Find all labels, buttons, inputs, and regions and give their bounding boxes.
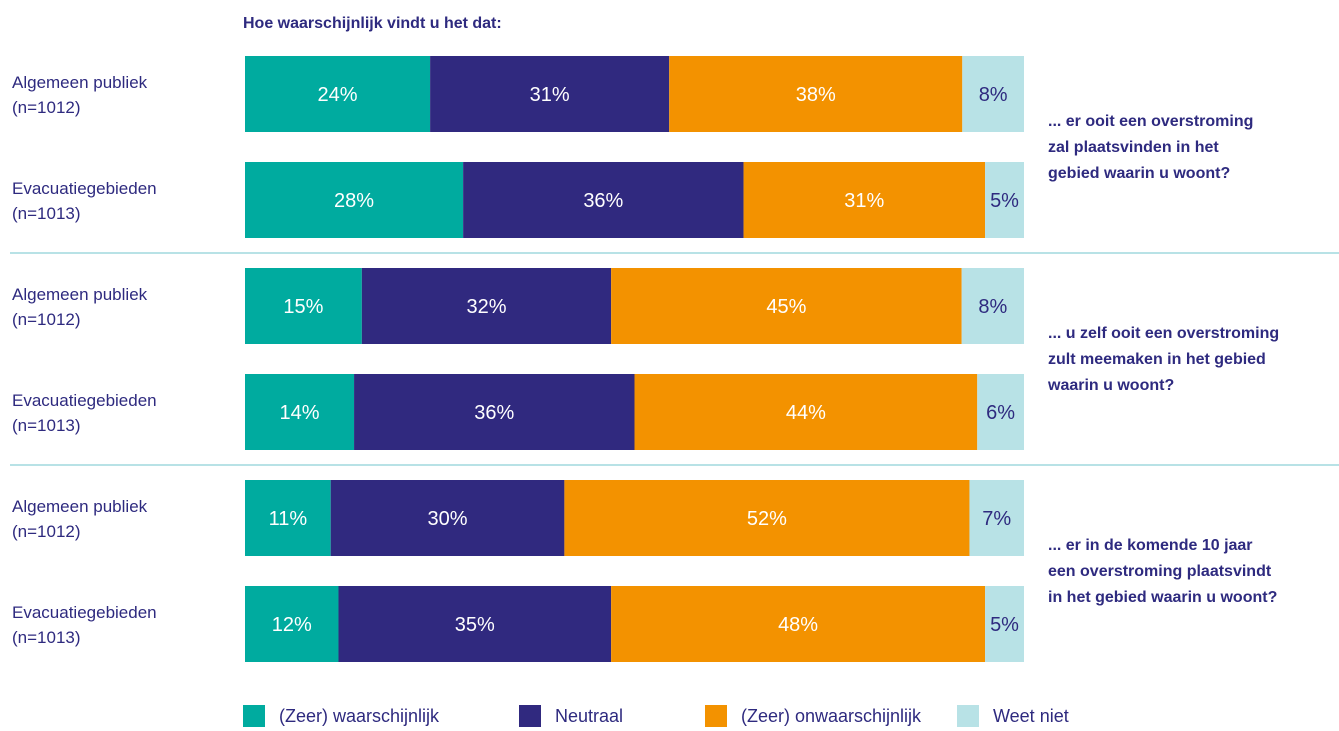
question-label-line: een overstroming plaatsvindt [1048, 563, 1272, 580]
data-label: 15% [283, 296, 323, 318]
row-label-line: Evacuatiegebieden [12, 179, 157, 198]
bar-segment [361, 268, 612, 344]
legend-item-waarschijnlijk: (Zeer) waarschijnlijk [243, 705, 439, 727]
question-label-line: ... u zelf ooit een overstroming [1048, 325, 1279, 342]
legend-label: Neutraal [555, 705, 624, 726]
bar-segment [962, 56, 1024, 132]
row-label-line: Algemeen publiek [12, 285, 148, 304]
row-label-line: (n=1013) [12, 628, 81, 647]
question-label-line: zult meemaken in het gebied [1048, 351, 1266, 368]
row-label-line: (n=1012) [12, 522, 81, 541]
question-label-line: zal plaatsvinden in het [1048, 139, 1219, 156]
bar-segment [338, 586, 612, 662]
row-label-line: Algemeen publiek [12, 497, 148, 516]
bar-segment [961, 268, 1024, 344]
legend-swatch-waarschijnlijk [243, 705, 265, 727]
question-label-line: gebied waarin u woont? [1048, 165, 1230, 182]
bar-segment [743, 162, 986, 238]
data-label: 36% [583, 190, 623, 212]
row-label: Algemeen publiek (n=1012) [12, 73, 148, 117]
data-label: 8% [979, 84, 1008, 106]
data-label: 8% [978, 296, 1007, 318]
bar-segment [245, 480, 331, 556]
row-label: Evacuatiegebieden (n=1013) [12, 179, 157, 223]
row-label: Algemeen publiek (n=1012) [12, 285, 148, 329]
data-label: 45% [766, 296, 806, 318]
bar-segment [985, 162, 1024, 238]
question-label-line: ... er ooit een overstroming [1048, 113, 1253, 130]
bar-segment [245, 162, 464, 238]
bar-segment [669, 56, 963, 132]
row-label-line: Algemeen publiek [12, 73, 148, 92]
data-label: 32% [466, 296, 506, 318]
legend-item-onwaarschijnlijk: (Zeer) onwaarschijnlijk [705, 705, 921, 727]
bar-segment [611, 586, 986, 662]
row-label-line: (n=1012) [12, 98, 81, 117]
question-label: ... er ooit een overstroming zal plaatsvi… [1048, 113, 1253, 182]
legend-swatch-neutraal [519, 705, 541, 727]
bar-segment [985, 586, 1024, 662]
bar-segment [354, 374, 635, 450]
bar-segment [245, 268, 362, 344]
bar-segment [564, 480, 970, 556]
bar-segment [611, 268, 962, 344]
data-label: 11% [269, 508, 308, 530]
data-label: 44% [786, 402, 826, 424]
chart-title: Hoe waarschijnlijk vindt u het dat: [243, 15, 502, 32]
data-label: 24% [318, 84, 358, 106]
bar-segment [430, 56, 670, 132]
legend-label: (Zeer) waarschijnlijk [279, 705, 440, 726]
legend-item-neutraal: Neutraal [519, 705, 623, 727]
data-label: 5% [990, 614, 1019, 636]
bar-segment [969, 480, 1024, 556]
data-label: 7% [982, 508, 1011, 530]
data-label: 48% [778, 614, 818, 636]
bar-segment [634, 374, 978, 450]
data-label: 6% [986, 402, 1015, 424]
question-label-line: waarin u woont? [1047, 377, 1174, 394]
data-label: 35% [455, 614, 495, 636]
data-label: 30% [428, 508, 468, 530]
data-label: 12% [272, 614, 312, 636]
bar-segment [245, 374, 355, 450]
data-label: 5% [990, 190, 1019, 212]
data-label: 38% [796, 84, 836, 106]
question-label-line: in het gebied waarin u woont? [1048, 589, 1277, 606]
row-label: Algemeen publiek (n=1012) [12, 497, 148, 541]
data-label: 28% [334, 190, 374, 212]
bar-segment [245, 56, 431, 132]
row-label-line: Evacuatiegebieden [12, 391, 157, 410]
legend-swatch-weet-niet [957, 705, 979, 727]
question-label: ... er in de komende 10 jaar een overstro… [1048, 537, 1277, 606]
data-label: 52% [747, 508, 787, 530]
row-label-line: (n=1012) [12, 310, 81, 329]
question-label: ... u zelf ooit een overstroming zult mee… [1047, 325, 1279, 394]
legend-label: (Zeer) onwaarschijnlijk [741, 705, 922, 726]
data-label: 31% [844, 190, 884, 212]
bar-segment [463, 162, 744, 238]
data-label: 36% [474, 402, 514, 424]
row-label-line: Evacuatiegebieden [12, 603, 157, 622]
row-label-line: (n=1013) [12, 204, 81, 223]
stacked-bar-chart: 24% 31% 38% 8% Algemeen publiek (n=1012) 28% 36… [10, 56, 1339, 662]
bar-segment [330, 480, 565, 556]
row-label: Evacuatiegebieden (n=1013) [12, 603, 157, 647]
question-label-line: ... er in de komende 10 jaar [1048, 537, 1253, 554]
legend-item-weet-niet: Weet niet [957, 705, 1069, 727]
data-label: 31% [530, 84, 570, 106]
bar-segment [977, 374, 1024, 450]
row-label: Evacuatiegebieden (n=1013) [12, 391, 157, 435]
row-label-line: (n=1013) [12, 416, 81, 435]
bar-segment [245, 586, 339, 662]
legend-swatch-onwaarschijnlijk [705, 705, 727, 727]
data-label: 14% [280, 402, 320, 424]
legend-label: Weet niet [993, 705, 1069, 726]
